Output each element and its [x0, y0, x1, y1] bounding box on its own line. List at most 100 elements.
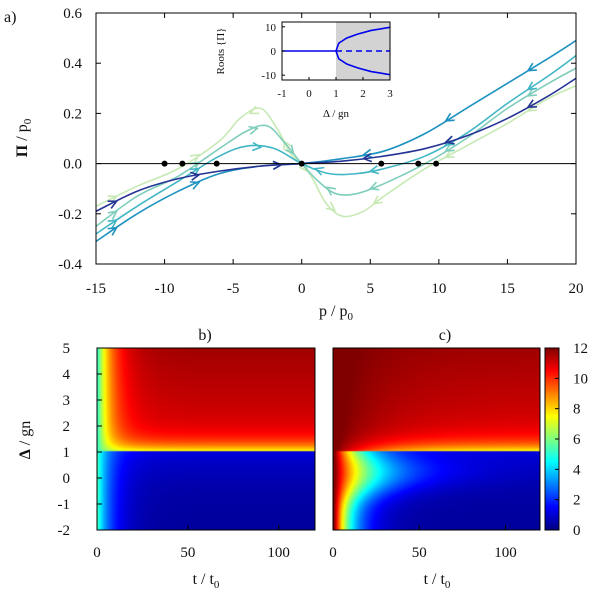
colorbar-tick-label: 4: [573, 462, 581, 478]
x-tick-label: -15: [86, 281, 106, 297]
flow-arrow: [189, 153, 201, 163]
y-tick-label: 0: [271, 46, 277, 58]
flow-arrow: [284, 144, 295, 155]
fixed-point: [433, 160, 440, 167]
heatmap-b: [97, 348, 315, 530]
x-tick-label: 0: [329, 545, 337, 561]
x-tick-label: -10: [155, 281, 175, 297]
flow-arrow: [361, 152, 373, 163]
colorbar-tick-label: 6: [573, 432, 581, 448]
root-line: [335, 26, 391, 52]
panel-c: c) 0 50 100 t / t0 0 2 4 6 8 10 12: [329, 327, 588, 591]
colorbar-tick-label: 12: [573, 341, 588, 357]
x-tick-label: 3: [387, 88, 393, 100]
inset-x-axis-label: Δ / gn: [323, 108, 350, 120]
y-tick-label: 10: [265, 22, 277, 34]
y-tick-label: -10: [261, 70, 276, 82]
x-tick-label: 0: [93, 545, 101, 561]
y-axis-label: Δ / gn: [17, 421, 34, 459]
y-tick-label: 2: [63, 419, 71, 435]
flow-arrow: [248, 105, 260, 115]
y-axis-label: Π / p0: [14, 118, 34, 157]
colorbar-tick-label: 2: [573, 493, 581, 509]
x-tick-label: 15: [500, 281, 515, 297]
colorbar-tick-label: 0: [573, 523, 581, 539]
fixed-points: [161, 160, 440, 167]
x-tick-label: 1: [333, 88, 339, 100]
colorbar-tick-label: 10: [573, 371, 588, 387]
flow-arrow: [107, 219, 119, 229]
series-line: [96, 85, 576, 218]
colorbar-tick-labels: 0 2 4 6 8 10 12: [555, 341, 588, 539]
flow-arrow: [325, 186, 337, 196]
x-tick-label: 50: [180, 545, 195, 561]
x-tick-label: 2: [360, 88, 366, 100]
series-line: [96, 77, 576, 213]
flow-arrow: [272, 160, 283, 171]
x-tick-label: -5: [227, 281, 240, 297]
x-axis-label: t / t0: [424, 571, 451, 591]
x-tick-label: -1: [277, 88, 286, 100]
y-tick-label: 1: [63, 445, 71, 461]
x-tick-label: 10: [431, 281, 446, 297]
flow-arrow: [107, 210, 119, 220]
x-tick-labels: 0 50 100: [329, 525, 517, 561]
inset-x-tick-labels: -1 0 1 2 3: [277, 77, 393, 100]
y-tick-label: 3: [63, 393, 71, 409]
panel-label: b): [198, 327, 211, 344]
flow-arrow: [444, 143, 455, 152]
trajectory-series: [96, 39, 576, 243]
flow-arrow: [444, 112, 455, 122]
panel-label: a): [4, 9, 16, 26]
fixed-point: [378, 160, 385, 167]
y-tick-label: -0.2: [58, 207, 82, 223]
flow-arrow: [325, 201, 337, 212]
flow-arrow: [189, 181, 201, 190]
flow-arrow: [248, 125, 259, 135]
series-line: [96, 39, 576, 243]
x-axis-label: t / t0: [193, 571, 220, 591]
flow-arrow: [251, 141, 263, 152]
panel-b: b) 0 50 100 -2 -1 0 1 2 3 4 5 t / t0 Δ / gn: [17, 327, 316, 591]
fixed-point: [213, 160, 220, 167]
fixed-point: [415, 160, 422, 167]
series-line: [96, 55, 576, 235]
inset-y-tick-labels: -10 0 10: [261, 22, 285, 82]
flow-arrow: [444, 149, 455, 159]
y-tick-label: 0.0: [63, 157, 82, 173]
colorbar-tick-label: 8: [573, 402, 581, 418]
flow-arrow: [444, 135, 455, 145]
flow-arrow: [526, 81, 537, 91]
flow-arrow: [361, 148, 373, 159]
fixed-point: [179, 160, 186, 167]
y-tick-label: -1: [58, 497, 71, 513]
series-line: [96, 67, 576, 227]
y-tick-label: 4: [63, 367, 71, 383]
x-tick-label: 100: [494, 545, 517, 561]
heatmap-c: [333, 348, 540, 530]
plot-frame: [332, 347, 541, 531]
panel-label: c): [439, 327, 451, 344]
flow-arrow: [372, 195, 383, 205]
flow-arrow: [368, 165, 380, 175]
plot-frame: [96, 347, 316, 531]
plot-frame: [95, 12, 577, 265]
flow-arrow: [526, 99, 537, 108]
panel-a: a) -15 -10 -5 0 5 10 15 20 -0.4-0.20.00.20.40.6…: [4, 6, 584, 323]
flow-arrow: [107, 200, 119, 209]
inset-y-axis-label: Roots {Π}: [215, 28, 227, 75]
y-tick-labels: -2 -1 0 1 2 3 4 5: [58, 341, 102, 539]
y-tick-label: 0.6: [63, 6, 82, 22]
y-tick-label: 5: [63, 341, 71, 357]
y-tick-label: 0.2: [63, 106, 82, 122]
y-tick-label: -2: [58, 523, 71, 539]
flow-arrow: [526, 87, 537, 97]
y-tick-label: -0.4: [58, 257, 82, 273]
x-axis-label: p / p0: [319, 303, 353, 323]
x-tick-label: 0: [306, 88, 312, 100]
fixed-point: [161, 160, 168, 167]
x-tick-label: 5: [367, 281, 375, 297]
flow-arrow: [107, 226, 119, 236]
